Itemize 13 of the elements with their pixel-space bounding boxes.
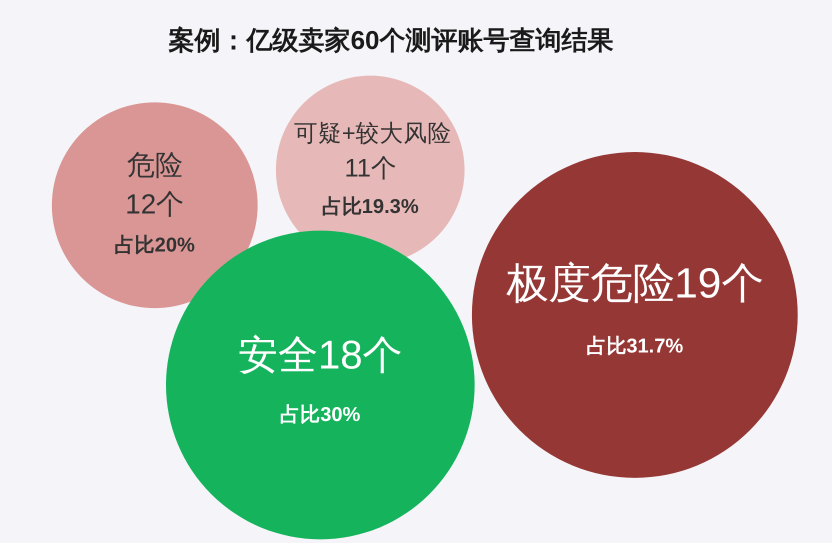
category: 安全 bbox=[238, 332, 318, 378]
value-label: 19个 bbox=[674, 260, 764, 307]
annotation: 占比19.3% bbox=[322, 196, 419, 218]
category: 危险 bbox=[126, 149, 183, 180]
annotation: 占比20% bbox=[114, 234, 195, 257]
category: 可疑+较大风险 bbox=[294, 120, 452, 146]
category: 极度危险 bbox=[506, 260, 674, 307]
title: 案例：亿级卖家60个测评账号查询结果 bbox=[168, 25, 614, 55]
annotation: 占比30% bbox=[280, 404, 360, 426]
annotation: 占比31.7% bbox=[586, 336, 684, 358]
value-label: 11个 bbox=[344, 154, 396, 183]
value-label: 18个 bbox=[318, 332, 403, 378]
value-label: 12个 bbox=[125, 188, 184, 220]
